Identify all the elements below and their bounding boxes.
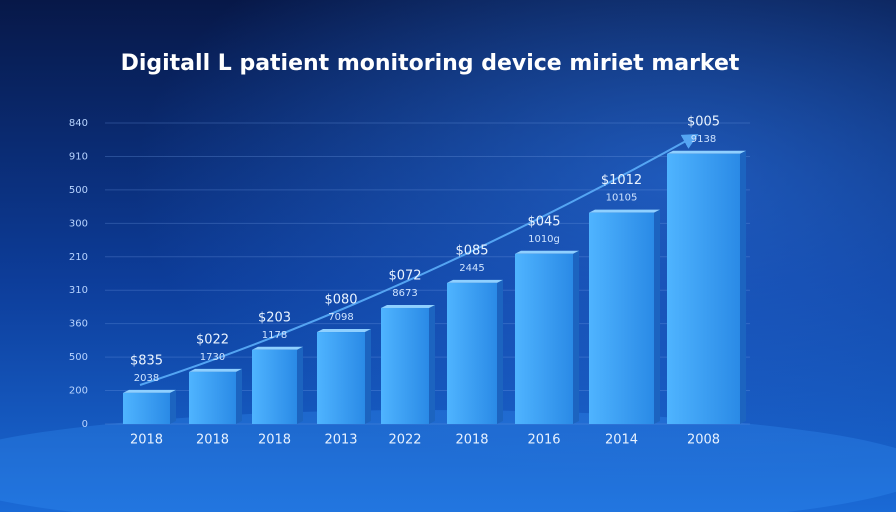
y-tick-label: 910	[69, 151, 88, 162]
bar-price-label: $022	[196, 332, 229, 347]
bar-price-label: $072	[388, 268, 421, 283]
bar-price-label: $085	[455, 243, 488, 258]
bar-side	[429, 304, 435, 424]
bar-price-label: $005	[687, 114, 720, 129]
bar-side	[740, 150, 746, 424]
bar-top	[381, 304, 435, 308]
x-tick-label: 2018	[258, 433, 291, 448]
x-tick-label: 2018	[196, 433, 229, 448]
bar	[589, 212, 654, 424]
bar-side	[365, 329, 371, 424]
bar-top	[123, 389, 176, 393]
y-tick-label: 360	[69, 319, 88, 330]
bar-price-label: $835	[130, 353, 163, 368]
bar-side	[573, 250, 579, 424]
bar-top	[667, 150, 746, 154]
bar-top	[515, 250, 579, 254]
x-tick-label: 2016	[527, 433, 560, 448]
bar-side	[297, 346, 303, 424]
y-tick-label: 210	[69, 252, 88, 263]
bar-top	[447, 279, 503, 283]
bar-count-label: 10105	[606, 193, 638, 204]
bar	[447, 282, 497, 424]
bar-price-label: $080	[324, 293, 357, 308]
y-tick-label: 300	[69, 218, 88, 229]
bar	[381, 307, 429, 424]
x-tick-label: 2018	[130, 433, 163, 448]
floor-glow	[0, 410, 896, 512]
x-tick-label: 2013	[324, 433, 357, 448]
x-tick-label: 2008	[687, 433, 720, 448]
bar-price-label: $045	[527, 214, 560, 229]
plot: 0 200 500 360 310 210 300 500 910 840 $835 2038 2018…	[69, 114, 750, 448]
bar-top	[589, 209, 660, 213]
x-tick-label: 2018	[455, 433, 488, 448]
bar-count-label: 2038	[134, 373, 159, 384]
bar-top	[252, 346, 303, 350]
x-tick-label: 2022	[388, 433, 421, 448]
bar-count-label: 1010g	[528, 234, 560, 245]
bar-count-label: 1730	[200, 352, 225, 363]
y-tick-label: 310	[69, 285, 88, 296]
bar-price-label: $1012	[601, 173, 642, 188]
bar	[317, 332, 365, 424]
bar-top	[317, 329, 371, 333]
bar-count-label: 9138	[691, 134, 716, 145]
bar-top	[189, 368, 242, 372]
y-tick-label: 200	[69, 386, 88, 397]
y-tick-label: 0	[82, 419, 88, 430]
bar-count-label: 7098	[328, 312, 353, 323]
bar-side	[236, 368, 242, 424]
y-tick-label: 500	[69, 352, 88, 363]
y-tick-label: 840	[69, 118, 88, 129]
trend-arrow	[139, 134, 699, 386]
bar	[667, 153, 740, 424]
bar-count-label: 8673	[392, 288, 417, 299]
bar	[515, 253, 573, 424]
bar-side	[497, 279, 503, 424]
bar-side	[654, 209, 660, 424]
y-tick-label: 500	[69, 185, 88, 196]
bar	[123, 392, 170, 424]
chart-title: Digitall L patient monitoring device mir…	[121, 51, 740, 76]
bar-price-label: $203	[258, 310, 291, 325]
bar	[189, 371, 236, 424]
bar-count-label: 2445	[459, 263, 484, 274]
bar	[252, 349, 297, 424]
bar-count-label: 1178	[262, 330, 287, 341]
bar-side	[170, 389, 176, 424]
x-tick-label: 2014	[605, 433, 638, 448]
